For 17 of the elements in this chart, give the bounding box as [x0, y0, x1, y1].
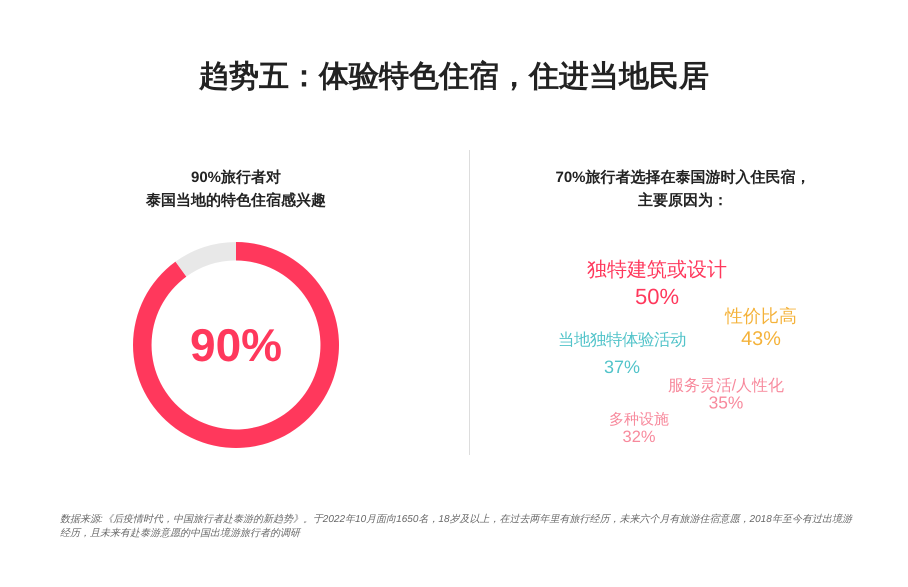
chart-subtitle: 90%旅行者对泰国当地的特色住宿感兴趣 [146, 168, 326, 211]
text: 70%旅行者选择在泰国游时入住民宿，主要原因为： [554, 168, 812, 211]
text: 趋势五：体验特色住宿，住进当地民居 [198, 59, 710, 95]
text: 90% [190, 319, 282, 371]
source-note: 数据来源:《后疫情时代，中国旅行者赴泰游的新趋势》。于2022年10月面向1650名，18岁及以上，在过去两年里有旅行经历，未来六个月有旅游住宿意愿，2018年至今有过出境游经历，且未来有赴泰游意愿的中国出境游旅行者的调研 [60, 513, 854, 541]
category-label: 性价比高 [725, 306, 797, 327]
category-label: 多种设施 [609, 410, 669, 428]
data-label: 37% [604, 357, 640, 378]
donut-slice [133, 242, 339, 448]
data-label: 50% [634, 284, 680, 310]
data-label: 32% [622, 428, 656, 446]
category-label: 独特建筑或设计 [587, 259, 727, 281]
category-label: 服务灵活/人性化 [668, 377, 784, 395]
donut-slice [175, 242, 236, 277]
category-label: 当地独特体验活动 [558, 331, 686, 350]
data-label: 43% [741, 328, 781, 351]
data-label: 35% [708, 392, 744, 413]
